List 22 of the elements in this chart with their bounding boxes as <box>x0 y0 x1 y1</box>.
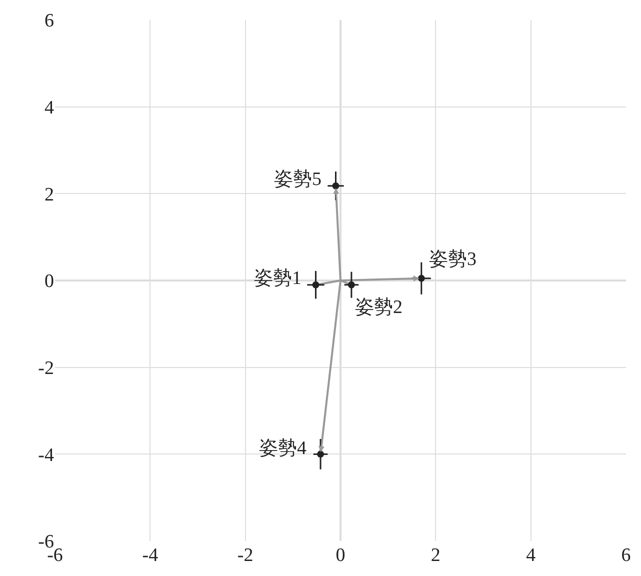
x-tick-label: 4 <box>526 545 536 566</box>
x-tick-label: 0 <box>336 545 346 566</box>
x-tick-label: -4 <box>142 545 159 566</box>
y-tick-label: 4 <box>44 97 54 118</box>
point <box>418 274 425 282</box>
annotation: 姿勢4 <box>259 438 307 459</box>
annotation: 姿勢2 <box>355 297 402 318</box>
point <box>348 281 355 288</box>
y-tick-label: 0 <box>44 271 54 292</box>
point <box>312 281 320 288</box>
annotation: 姿勢5 <box>274 169 322 190</box>
x-tick-label: -2 <box>237 545 254 566</box>
x-tick-label: 2 <box>430 545 440 566</box>
point <box>332 182 340 190</box>
y-tick-label: 6 <box>44 10 54 32</box>
y-tick-label: -2 <box>38 358 54 379</box>
annotation: 姿勢3 <box>429 249 476 270</box>
y-tick-label: -4 <box>38 444 54 466</box>
x-tick-label: 6 <box>621 545 631 566</box>
y-tick-label: 2 <box>44 184 54 206</box>
point <box>317 450 324 458</box>
annotation: 姿勢1 <box>254 268 302 289</box>
